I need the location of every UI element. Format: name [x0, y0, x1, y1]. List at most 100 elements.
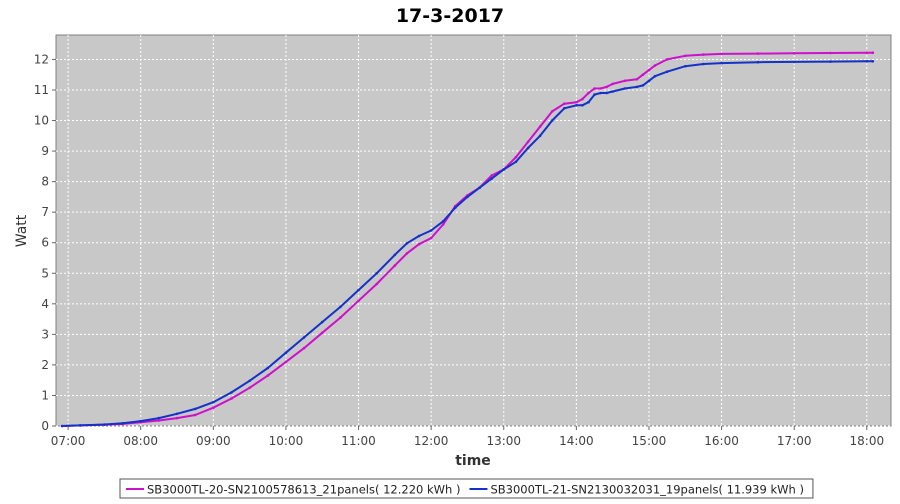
- x-tick-label: 15:00: [632, 434, 667, 448]
- series-1-point: [266, 374, 270, 377]
- series-1-point: [175, 416, 179, 420]
- series-1-point: [684, 54, 687, 58]
- y-tick-label: 10: [34, 114, 49, 128]
- series-1-point: [441, 223, 445, 226]
- y-tick-label: 0: [41, 419, 49, 433]
- series-line-2: [62, 60, 873, 427]
- y-tick-label: 11: [34, 83, 49, 97]
- series-1-point: [575, 100, 578, 104]
- series-1-point: [792, 52, 796, 55]
- legend: SB3000TL-20-SN2100578613_21panels( 12.22…: [119, 478, 814, 499]
- x-tick-label: 12:00: [414, 434, 449, 448]
- series-2-point: [702, 62, 705, 66]
- series-2-point: [514, 160, 518, 164]
- grid: [56, 35, 891, 427]
- series-2-point: [357, 288, 360, 292]
- series-2-point: [605, 91, 608, 95]
- series-2-point: [829, 60, 832, 63]
- series-line-1: [62, 51, 873, 427]
- series-1-point: [375, 282, 379, 286]
- series-1-point: [550, 110, 554, 113]
- series-1-point: [665, 58, 669, 61]
- series-2-point: [490, 177, 494, 180]
- series-1-point: [157, 419, 161, 422]
- y-tick-label: 6: [41, 236, 49, 250]
- chart-title: 17-3-2017: [396, 5, 504, 27]
- series-2-point: [865, 60, 869, 63]
- series-layer: [60, 51, 875, 428]
- series-2-point: [78, 424, 82, 427]
- y-tick-label: 1: [41, 388, 49, 402]
- series-1-point: [526, 140, 530, 144]
- series-1-point: [605, 85, 608, 89]
- series-1-point: [284, 360, 288, 364]
- series-2-point: [756, 60, 760, 64]
- series-1-point: [865, 51, 869, 54]
- y-tick-label: 12: [34, 52, 49, 66]
- x-tick-label: 08:00: [123, 434, 158, 448]
- series-2-point: [429, 229, 433, 232]
- series-2-point: [623, 87, 627, 90]
- series-2-point: [375, 272, 379, 275]
- x-tick-label: 10:00: [269, 434, 304, 448]
- series-2-point: [563, 107, 566, 110]
- series-1-point: [702, 53, 705, 56]
- series-2-point: [339, 305, 342, 309]
- y-tick-label: 8: [41, 175, 49, 189]
- series-1-point: [635, 78, 639, 81]
- series-2-point: [611, 90, 614, 93]
- series-2-point: [454, 206, 457, 209]
- series-1-point: [193, 413, 197, 417]
- series-2-point: [550, 119, 554, 122]
- series-2-point: [441, 220, 445, 223]
- series-1-point: [230, 397, 233, 400]
- series-2-point: [248, 379, 251, 383]
- series-1-point: [563, 102, 566, 105]
- series-2-point: [526, 146, 530, 150]
- series-2-point: [284, 351, 288, 355]
- series-2-point: [103, 423, 106, 426]
- series-2-point: [641, 84, 645, 87]
- series-1-point: [581, 97, 584, 101]
- series-2-point: [599, 91, 602, 95]
- series-2-point: [502, 168, 506, 171]
- x-tick-label: 18:00: [850, 434, 885, 448]
- series-2-point: [175, 412, 179, 416]
- series-1-point: [599, 87, 602, 90]
- series-1-point: [653, 64, 657, 67]
- series-1-point: [641, 73, 645, 76]
- series-1-point: [339, 316, 342, 319]
- series-2-point: [684, 64, 687, 68]
- series-1-point: [357, 299, 360, 303]
- series-2-point: [266, 366, 270, 370]
- series-2-point: [871, 60, 875, 63]
- series-1-point: [871, 51, 875, 54]
- series-2-point: [665, 70, 669, 73]
- series-1-point: [538, 125, 542, 128]
- series-1-point: [647, 68, 651, 72]
- x-tick-label: 07:00: [51, 434, 86, 448]
- y-tick-label: 2: [41, 358, 49, 372]
- series-1-point: [829, 51, 832, 55]
- series-1-point: [212, 406, 215, 410]
- legend-entry: SB3000TL-20-SN2100578613_21panels( 12.22…: [147, 483, 460, 497]
- x-tick-label: 13:00: [486, 434, 521, 448]
- series-1-point: [514, 155, 518, 159]
- x-tick-label: 11:00: [341, 434, 376, 448]
- x-tick-label: 16:00: [704, 434, 739, 448]
- series-2-point: [302, 336, 306, 339]
- series-1-point: [611, 82, 614, 86]
- series-1-point: [593, 87, 596, 90]
- series-2-point: [792, 60, 796, 64]
- series-2-point: [538, 134, 542, 138]
- legend-entry: SB3000TL-21-SN2130032031_19panels( 11.93…: [490, 483, 803, 497]
- series-1-point: [587, 91, 590, 95]
- series-2-point: [653, 74, 657, 78]
- series-1-point: [429, 236, 433, 240]
- legend-box: [119, 478, 814, 499]
- x-axis: 07:00 08:00 09:00 10:00 11:00 12:00 13:00 14:00…: [51, 426, 884, 448]
- plot-area: [55, 34, 892, 427]
- series-1-point: [756, 52, 760, 55]
- series-2-point: [230, 391, 233, 394]
